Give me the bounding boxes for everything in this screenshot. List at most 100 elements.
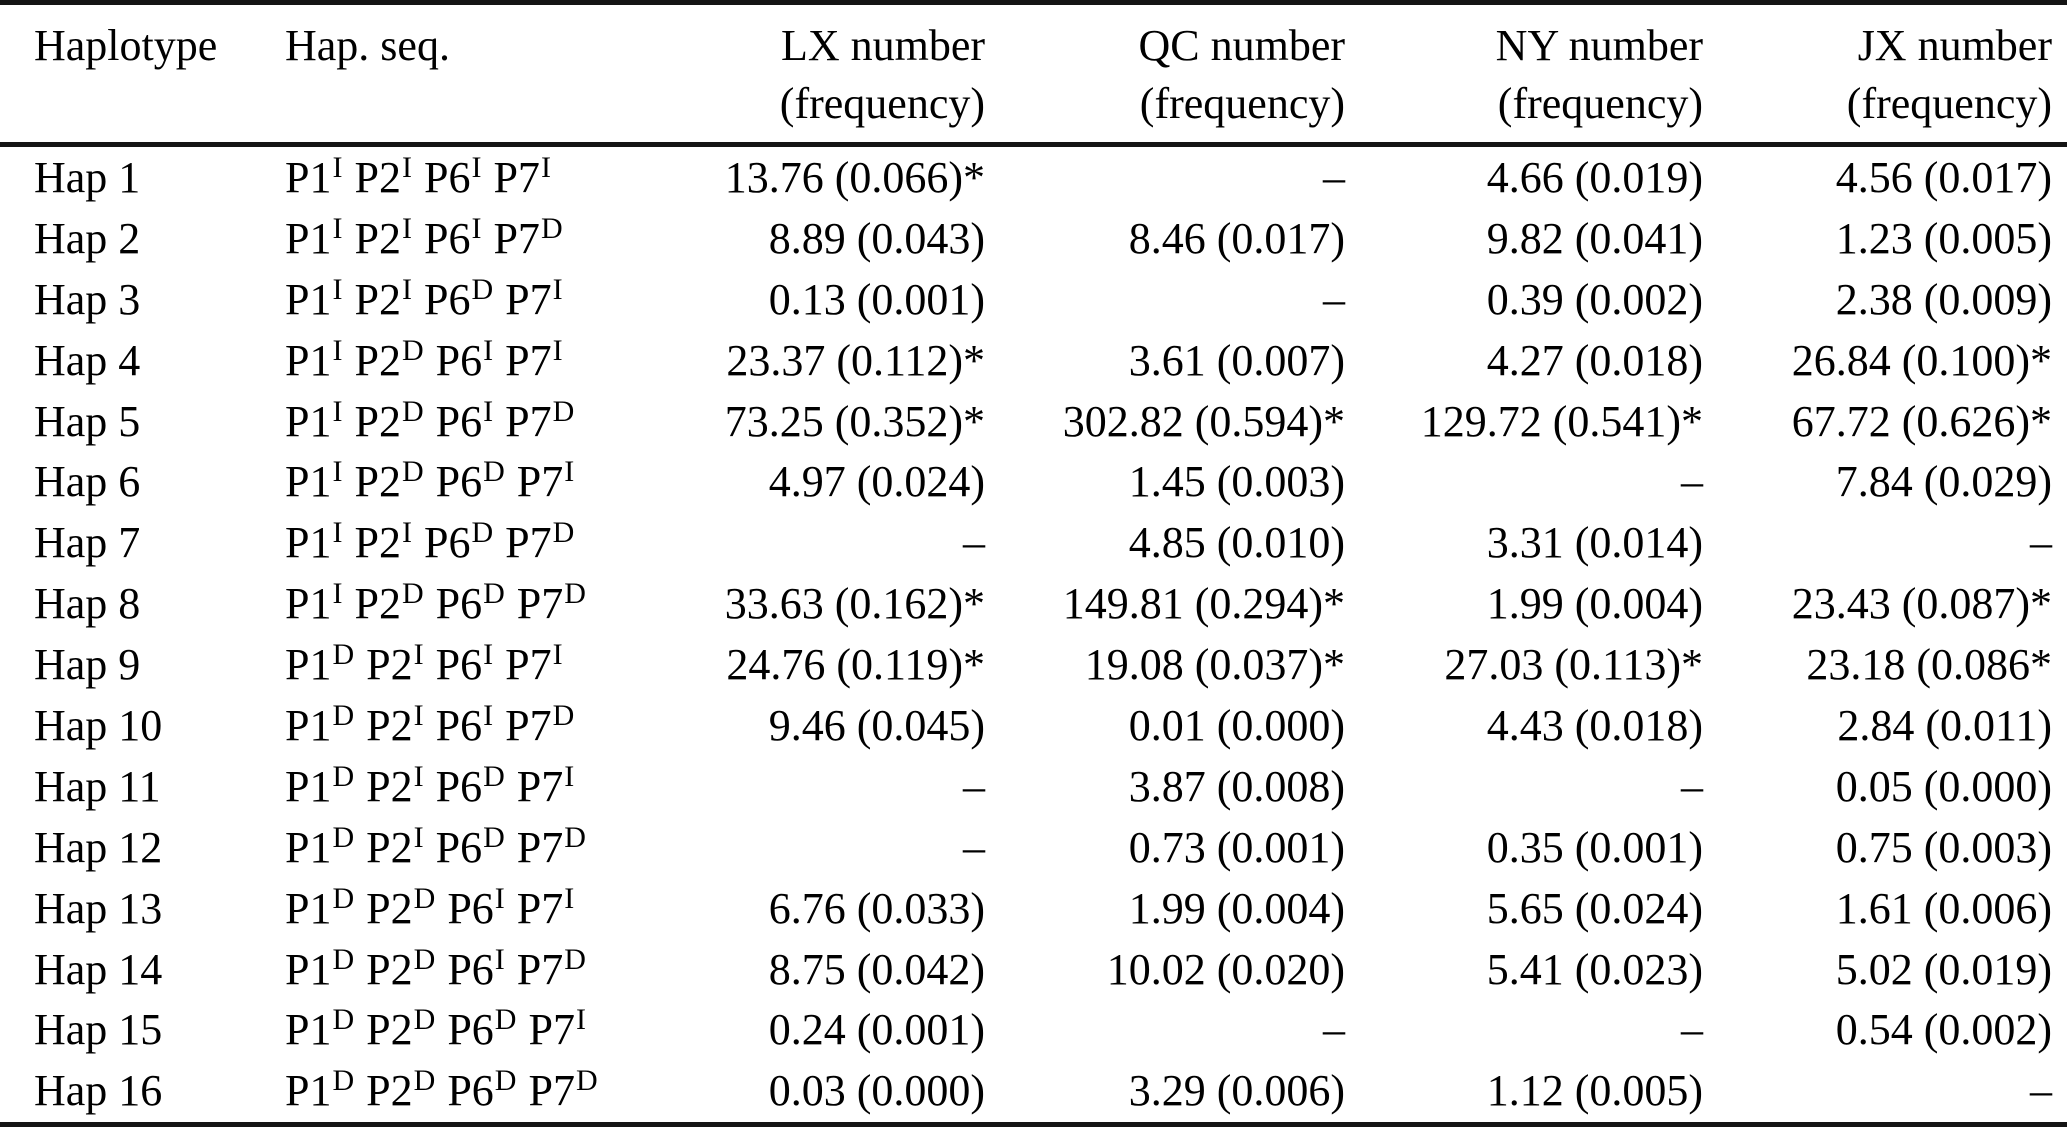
seq-item: P2D [354, 577, 424, 629]
cell-lx-number: 6.76 (0.033) [768, 883, 985, 933]
cell-ny-number: 5.65 (0.024) [1486, 883, 1703, 933]
cell-haplotype: Hap 7 [34, 518, 141, 568]
cell-lx-number: 13.76 (0.066)* [724, 152, 985, 202]
seq-superscript: I [483, 638, 494, 672]
cell-qc-number: 1.99 (0.004) [1128, 883, 1345, 933]
seq-item: P2I [354, 272, 412, 324]
seq-superscript: D [332, 881, 355, 915]
seq-superscript: D [332, 1064, 355, 1098]
cell-hap-seq: P1D P2D P6I P7I [250, 881, 700, 934]
seq-item: P7D [505, 516, 575, 568]
seq-item: P1I [285, 455, 343, 507]
cell-hap-seq: P1I P2D P6D P7I [250, 455, 700, 507]
seq-superscript: D [401, 394, 424, 428]
seq-item: P1D [285, 881, 355, 933]
seq-item: P6D [435, 759, 505, 811]
seq-superscript: I [332, 150, 343, 184]
cell-hap-seq: P1I P2D P6I P7D [250, 394, 700, 447]
col-header-qc-number: QC number (frequency) [985, 17, 1345, 133]
seq-item: P7I [505, 272, 563, 324]
table-row: Hap 15 P1D P2D P6D P7I 0.24 (0.001) – – 0.54 (0.… [0, 999, 2052, 1060]
cell-jx-number: 1.23 (0.005) [1835, 213, 2052, 263]
col-header-sub: (frequency) [1846, 79, 2052, 128]
cell-lx-number: 33.63 (0.162)* [724, 579, 985, 629]
seq-superscript: D [401, 333, 424, 367]
seq-superscript: I [552, 272, 563, 306]
cell-qc-number: 3.61 (0.007) [1128, 335, 1345, 385]
cell-hap-seq: P1D P2D P6D P7D [250, 1064, 700, 1116]
seq-superscript: I [332, 577, 343, 611]
seq-superscript: I [471, 211, 482, 245]
seq-superscript: I [575, 1003, 586, 1037]
cell-ny-number: 4.43 (0.018) [1486, 700, 1703, 750]
cell-qc-number: – [1323, 274, 1345, 324]
cell-lx-number: 0.13 (0.001) [768, 274, 985, 324]
cell-hap-seq: P1I P2I P6D P7I [250, 272, 700, 325]
seq-superscript: I [413, 698, 424, 732]
table-row: Hap 9 P1D P2I P6I P7I 24.76 (0.119)* 19.08 (0.… [0, 634, 2052, 695]
seq-superscript: I [564, 881, 575, 915]
seq-superscript: D [332, 942, 355, 976]
seq-item: P1I [285, 150, 343, 202]
table-header-separator-rule [0, 142, 2067, 147]
seq-superscript: D [471, 272, 494, 306]
cell-ny-number: – [1681, 761, 1703, 811]
cell-haplotype: Hap 9 [34, 640, 141, 690]
seq-superscript: D [552, 698, 575, 732]
seq-item: P7I [516, 881, 575, 933]
cell-haplotype: Hap 13 [34, 883, 163, 933]
table-row: Hap 14 P1D P2D P6I P7D 8.75 (0.042) 10.02 (0.0… [0, 939, 2052, 1000]
seq-superscript: D [413, 942, 436, 976]
seq-item: P7I [528, 1003, 586, 1055]
seq-superscript: D [332, 638, 355, 672]
cell-hap-seq: P1I P2I P6I P7D [250, 211, 700, 264]
seq-superscript: D [494, 1064, 517, 1098]
cell-qc-number: 3.29 (0.006) [1128, 1066, 1345, 1116]
seq-superscript: D [552, 394, 575, 428]
col-header-label: QC number [1138, 21, 1345, 70]
cell-jx-number: 1.61 (0.006) [1835, 883, 2052, 933]
seq-superscript: I [540, 150, 551, 184]
seq-item: P2D [366, 1064, 436, 1116]
cell-qc-number: – [1323, 152, 1345, 202]
seq-superscript: I [401, 150, 412, 184]
seq-superscript: I [332, 394, 343, 428]
table-row: Hap 2 P1I P2I P6I P7D 8.89 (0.043) 8.46 (0.017… [0, 208, 2052, 269]
seq-item: P1D [285, 820, 355, 872]
seq-item: P7D [516, 942, 586, 994]
seq-item: P7I [505, 333, 563, 385]
cell-qc-number: – [1323, 1005, 1345, 1055]
cell-hap-seq: P1D P2I P6I P7D [250, 698, 700, 751]
cell-qc-number: 302.82 (0.594)* [1062, 396, 1345, 446]
cell-haplotype: Hap 3 [34, 274, 141, 324]
seq-item: P1D [285, 698, 355, 750]
cell-ny-number: 9.82 (0.041) [1486, 213, 1703, 263]
seq-item: P6D [423, 272, 494, 324]
cell-qc-number: 3.87 (0.008) [1128, 761, 1345, 811]
cell-jx-number: 67.72 (0.626)* [1791, 396, 2052, 446]
col-header-sub: (frequency) [779, 79, 985, 128]
table-row: Hap 7 P1I P2I P6D P7D – 4.85 (0.010) 3.31 (0.01… [0, 512, 2052, 573]
seq-item: P2I [366, 698, 424, 750]
col-header-sub: (frequency) [1139, 79, 1345, 128]
seq-item: P7D [493, 211, 563, 263]
col-header-label: LX number [780, 21, 985, 70]
seq-item: P6D [423, 516, 494, 568]
cell-lx-number: 73.25 (0.352)* [724, 396, 985, 446]
cell-haplotype: Hap 8 [34, 579, 141, 629]
seq-superscript: D [483, 455, 505, 489]
seq-superscript: I [413, 820, 424, 854]
cell-ny-number: 1.99 (0.004) [1486, 579, 1703, 629]
seq-superscript: D [332, 820, 355, 854]
seq-item: P2I [354, 211, 412, 263]
table-row: Hap 10 P1D P2I P6I P7D 9.46 (0.045) 0.01 (0.00… [0, 695, 2052, 756]
cell-ny-number: 1.12 (0.005) [1486, 1066, 1703, 1116]
cell-hap-seq: P1D P2D P6D P7I [250, 1003, 700, 1055]
seq-superscript: I [413, 638, 424, 672]
seq-item: P7D [505, 394, 575, 446]
cell-jx-number: 4.56 (0.017) [1835, 152, 2052, 202]
cell-jx-number: 0.05 (0.000) [1835, 761, 2052, 811]
cell-ny-number: 5.41 (0.023) [1486, 944, 1703, 994]
cell-haplotype: Hap 10 [34, 700, 163, 750]
